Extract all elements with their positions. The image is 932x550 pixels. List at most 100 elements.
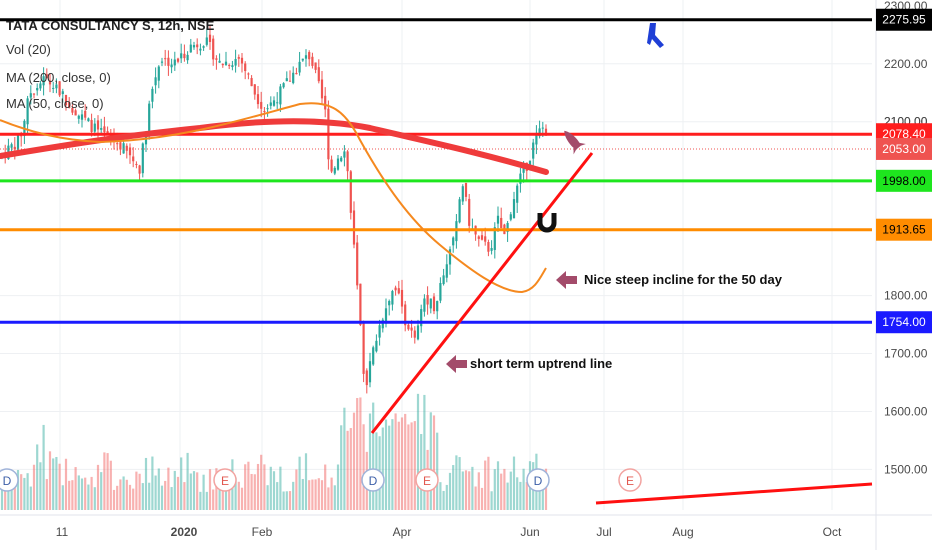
candle-body xyxy=(365,370,368,386)
candle-body xyxy=(314,62,317,70)
volume-bar xyxy=(144,457,148,510)
volume-bar xyxy=(20,474,23,510)
candle-body xyxy=(343,151,346,158)
candle-body xyxy=(423,298,426,312)
candle-body xyxy=(71,108,74,113)
candle-body xyxy=(368,361,372,383)
rocket-fin xyxy=(573,142,586,155)
candle-body xyxy=(522,165,525,173)
event-marker: E xyxy=(415,468,439,492)
candle-body xyxy=(154,77,157,86)
candle-body xyxy=(138,165,141,174)
x-tick-label: 2020 xyxy=(171,525,198,539)
candle-body xyxy=(477,236,480,239)
candle-body xyxy=(445,264,448,278)
y-tick-label: 1700.00 xyxy=(884,347,928,361)
candle-body xyxy=(263,111,266,113)
volume-bar xyxy=(388,425,391,510)
x-tick-label: Aug xyxy=(672,525,693,539)
volume-bar xyxy=(192,471,196,510)
candle-body xyxy=(68,102,71,108)
volume-bars xyxy=(0,393,548,510)
volume-bar xyxy=(64,458,68,510)
volume-bar xyxy=(183,482,186,510)
volume-bar xyxy=(295,469,298,510)
y-tick-label: 1800.00 xyxy=(884,289,928,303)
volume-bar xyxy=(391,419,394,510)
candle-body xyxy=(196,44,199,48)
candle-body xyxy=(541,127,544,129)
candle-body xyxy=(266,108,269,110)
candle-body xyxy=(496,215,500,224)
volume-bar xyxy=(237,481,240,510)
candle-body xyxy=(304,55,308,59)
volume-bar xyxy=(32,464,36,510)
candle-body xyxy=(237,57,240,59)
candle-body xyxy=(276,102,279,104)
candle-body xyxy=(32,93,36,95)
volume-bar xyxy=(52,458,55,510)
candle-body xyxy=(269,102,272,106)
candle-body xyxy=(336,158,340,170)
candle-body xyxy=(234,59,237,66)
volume-bar xyxy=(496,461,500,510)
candle-body xyxy=(340,157,343,162)
candle-body xyxy=(128,147,132,156)
moving-averages xyxy=(0,102,549,294)
candle-body xyxy=(410,327,413,331)
price-tag: 1998.00 xyxy=(876,169,932,192)
candle-body xyxy=(464,182,468,197)
volume-bar xyxy=(77,475,80,510)
volume-bar xyxy=(330,477,333,510)
volume-bar xyxy=(45,479,48,510)
x-tick-label: 11 xyxy=(56,525,69,539)
volume-bar xyxy=(503,468,506,510)
volume-bar xyxy=(279,466,282,510)
volume-bar xyxy=(432,415,436,510)
volume-bar xyxy=(148,482,151,510)
volume-bar xyxy=(119,479,122,510)
volume-bar xyxy=(157,468,160,510)
candle-body xyxy=(106,131,109,134)
candle-body xyxy=(170,64,173,68)
volume-bar xyxy=(487,456,490,510)
candle-body xyxy=(141,143,144,174)
candle-body xyxy=(48,80,52,85)
volume-bar xyxy=(327,487,330,510)
volume-bar xyxy=(317,478,320,510)
candle-body xyxy=(346,151,349,172)
candle-body xyxy=(426,294,429,305)
candle-body xyxy=(375,340,378,352)
candle-body xyxy=(244,63,247,72)
volume-bar xyxy=(87,484,90,510)
x-tick-label: Jul xyxy=(596,525,611,539)
rocket-icon xyxy=(564,130,586,155)
candle-body xyxy=(394,287,397,291)
volume-bar xyxy=(324,464,327,510)
candle-body xyxy=(324,95,327,110)
candle-body xyxy=(512,199,516,219)
candle-body xyxy=(116,143,119,145)
event-label: E xyxy=(626,474,634,488)
volume-bar xyxy=(480,487,484,510)
price-tag: 2275.95 xyxy=(876,8,932,31)
ma50-line xyxy=(0,102,547,294)
candle-body xyxy=(221,63,224,66)
volume-bar xyxy=(276,482,279,510)
candle-body xyxy=(205,37,208,45)
candle-body xyxy=(436,301,439,312)
volume-bar xyxy=(304,453,308,510)
candle-body xyxy=(26,98,29,125)
event-circle xyxy=(213,468,237,492)
volume-bar xyxy=(176,476,180,510)
volume-bar xyxy=(109,460,112,510)
volume-bar xyxy=(442,490,445,510)
candle-body xyxy=(388,301,391,306)
event-label: D xyxy=(3,474,12,488)
candle-body xyxy=(317,67,320,82)
volume-bar xyxy=(112,489,116,510)
candle-body xyxy=(311,56,314,66)
volume-bar xyxy=(349,428,352,510)
